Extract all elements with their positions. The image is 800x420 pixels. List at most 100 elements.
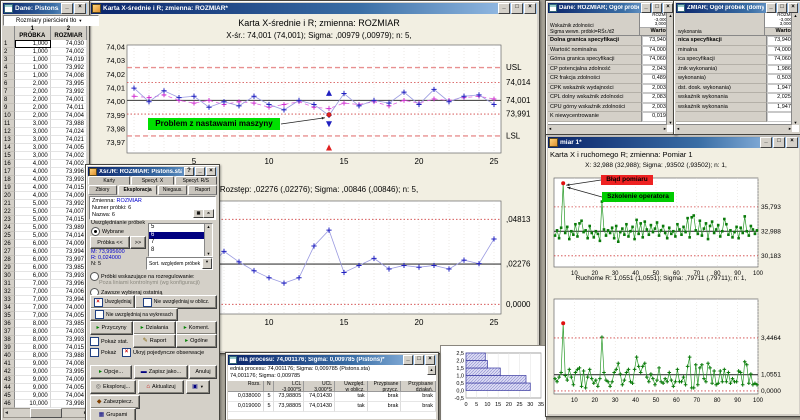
raport-button[interactable]: ✎ Raport <box>133 334 176 348</box>
koment-button[interactable]: ▸ Koment. <box>176 321 217 335</box>
radio-wybrane[interactable]: Wybrane <box>91 227 124 236</box>
scroll-down-icon[interactable]: ▼ <box>794 120 798 125</box>
stats-label[interactable]: ica specyfikacji <box>676 55 767 65</box>
anuluj-button[interactable]: Anuluj <box>189 365 217 379</box>
row-number[interactable]: 39 <box>3 344 15 352</box>
cell-rozmiar[interactable]: 74,004 <box>51 112 87 120</box>
cell-probka[interactable]: 8,000 <box>15 328 51 336</box>
tab-Raport[interactable]: Raport <box>188 185 217 195</box>
row-number[interactable]: 27 <box>3 248 15 256</box>
cell-probka[interactable]: 1,000 <box>15 56 51 64</box>
cell-probka[interactable]: 9,000 <box>15 368 51 376</box>
cell-probka[interactable]: 3,000 <box>15 144 51 152</box>
capability-cell[interactable]: brak <box>401 402 436 412</box>
cell-rozmiar[interactable]: 73,992 <box>51 88 87 96</box>
cell-probka[interactable]: 10,000 <box>15 400 51 408</box>
cell-rozmiar[interactable]: 73,996 <box>51 280 87 288</box>
radio-icon[interactable] <box>90 272 99 281</box>
horizontal-scrollbar[interactable]: ◄ ► <box>3 408 89 418</box>
cell-probka[interactable]: 4,000 <box>15 192 51 200</box>
capability-col-header[interactable]: Przypisaneprzycz. <box>368 381 402 392</box>
scroll-up-icon[interactable]: ▲ <box>794 13 798 18</box>
row-number[interactable]: 44 <box>3 384 15 392</box>
tab-Karty[interactable]: Karty <box>88 176 130 185</box>
cell-probka[interactable]: 6,000 <box>15 272 51 280</box>
stats-label[interactable]: wskaźnik wykonania <box>676 93 767 103</box>
row-number[interactable]: 43 <box>3 376 15 384</box>
cell-rozmiar[interactable]: 74,015 <box>51 184 87 192</box>
cell-probka[interactable]: 5,000 <box>15 232 51 240</box>
row-number[interactable]: 17 <box>3 168 15 176</box>
row-number[interactable]: 7 <box>3 88 15 96</box>
cell-rozmiar[interactable]: 74,002 <box>51 160 87 168</box>
stats-label[interactable]: CR frakcja zdolności <box>548 74 642 84</box>
vertical-scrollbar[interactable]: ▲▼ <box>791 13 799 125</box>
stats-label[interactable]: wykonania) <box>676 74 767 84</box>
cell-probka[interactable]: 8,000 <box>15 320 51 328</box>
row-number[interactable]: 1 <box>3 40 15 48</box>
cell-rozmiar[interactable]: 74,015 <box>51 216 87 224</box>
capability-cell[interactable]: 73,98805 <box>274 392 305 402</box>
row-number[interactable]: 4 <box>3 64 15 72</box>
dropdown-icon[interactable]: ▼ <box>78 18 82 23</box>
row-number[interactable]: 35 <box>3 312 15 320</box>
capability-col-header[interactable]: LCL-3,000*S <box>274 381 305 392</box>
tab-Eksploracja[interactable]: Eksploracja <box>118 185 158 195</box>
cell-rozmiar[interactable]: 74,007 <box>51 208 87 216</box>
scroll-left-icon[interactable]: ◄ <box>548 126 552 131</box>
cell-probka[interactable]: 8,000 <box>15 344 51 352</box>
dialog-titlebar[interactable]: Xśr./R: ROZMIAR: Pistons.sta ? _ × <box>88 167 217 176</box>
minimize-icon[interactable]: _ <box>403 355 413 365</box>
row-number[interactable]: 32 <box>3 288 15 296</box>
measurement-error-annotation[interactable]: Błąd pomiaru <box>601 175 653 185</box>
cell-rozmiar[interactable]: 73,988 <box>51 120 87 128</box>
cell-probka[interactable]: 5,000 <box>15 216 51 224</box>
capability-cell[interactable]: 74,01430 <box>304 402 335 412</box>
cell-rozmiar[interactable]: 74,008 <box>51 72 87 80</box>
cell-rozmiar[interactable]: 73,997 <box>51 256 87 264</box>
cell-rozmiar[interactable]: 73,992 <box>51 64 87 72</box>
row-number[interactable]: 5 <box>3 72 15 80</box>
scroll-up-icon[interactable]: ▲ <box>669 13 673 18</box>
close-icon[interactable]: × <box>663 3 673 13</box>
column-header[interactable]: 1PRÓBKA <box>15 26 51 40</box>
nie-uwzgledniaj-wykres-button[interactable]: Nie uwzględniaj na wykresach <box>90 308 178 321</box>
row-number[interactable]: 13 <box>3 136 15 144</box>
capability-cell[interactable]: brak <box>401 392 436 402</box>
capability-cell[interactable]: brak <box>368 402 402 412</box>
dropdown-icon[interactable]: ▼ <box>202 258 212 269</box>
tab-Niegaus.[interactable]: Niegaus. <box>158 185 187 195</box>
cell-rozmiar[interactable]: 74,002 <box>51 48 87 56</box>
cell-probka[interactable]: 1,000 <box>15 40 51 48</box>
row-number[interactable]: 11 <box>3 120 15 128</box>
stats2-titlebar[interactable]: ZMIAR; Ogół próbek (domyś... _ □ × <box>676 3 799 13</box>
tab-Specyf. R/S[interactable]: Specyf. R/S <box>175 176 217 185</box>
cell-rozmiar[interactable]: 73,994 <box>51 248 87 256</box>
cell-probka[interactable]: 7,000 <box>15 280 51 288</box>
row-number[interactable]: 2 <box>3 48 15 56</box>
horizontal-scrollbar[interactable]: ◄► <box>676 124 792 132</box>
cell-probka[interactable]: 4,000 <box>15 160 51 168</box>
cell-rozmiar[interactable]: 73,995 <box>51 80 87 88</box>
cell-probka[interactable]: 9,000 <box>15 392 51 400</box>
cell-rozmiar[interactable]: 74,009 <box>51 240 87 248</box>
cell-rozmiar[interactable]: 73,992 <box>51 200 87 208</box>
ogolne-button[interactable]: ▸ Ogólne <box>176 334 217 348</box>
przyczyny-button[interactable]: ▸ Przyczyny <box>90 321 133 335</box>
stats-label[interactable]: Górna granica specyfikacji <box>548 55 642 65</box>
stats-label[interactable]: Wartość nominalna <box>548 46 642 56</box>
minimize-icon[interactable]: _ <box>61 3 73 14</box>
row-number[interactable]: 9 <box>3 104 15 112</box>
operator-training-annotation[interactable]: Szkolenie operatora <box>602 192 674 202</box>
stats-label[interactable] <box>676 112 767 122</box>
cell-probka[interactable]: 4,000 <box>15 168 51 176</box>
horizontal-scrollbar[interactable]: ◄► <box>548 124 667 132</box>
cell-probka[interactable]: 2,000 <box>15 80 51 88</box>
cell-probka[interactable]: 6,000 <box>15 256 51 264</box>
capability-cell[interactable]: 5 <box>264 392 274 402</box>
row-number[interactable]: 41 <box>3 360 15 368</box>
help-icon[interactable]: ? <box>184 167 194 176</box>
stats-label[interactable]: dst. dosk. wykonania) <box>676 84 767 94</box>
cell-rozmiar[interactable]: 74,006 <box>51 288 87 296</box>
row-number[interactable]: 29 <box>3 264 15 272</box>
